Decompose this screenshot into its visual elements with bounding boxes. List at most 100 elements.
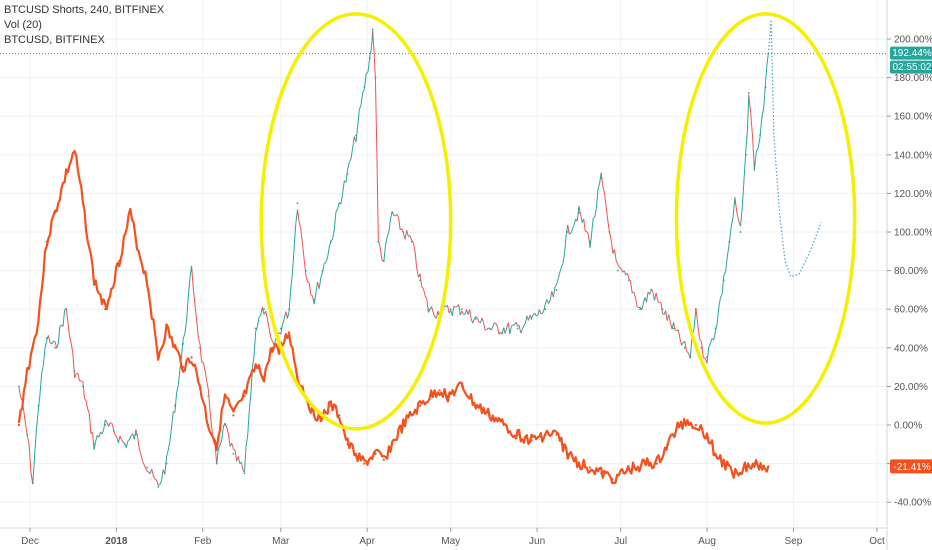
shorts-series-point	[174, 404, 176, 407]
shorts-series-segment	[554, 283, 558, 288]
price-axis-label: 0.00%	[894, 421, 922, 432]
time-axis-label: Dec	[21, 536, 39, 547]
shorts-series-segment	[652, 292, 655, 301]
btcusd-series-point	[474, 404, 477, 407]
shorts-series-point	[123, 443, 126, 446]
shorts-series-segment	[416, 267, 419, 278]
btcusd-series-point	[296, 375, 299, 378]
shorts-series-point	[254, 327, 257, 330]
btcusd-series-point	[363, 462, 366, 465]
shorts-series-segment	[219, 440, 223, 446]
shorts-series-segment	[518, 325, 522, 334]
shorts-series-segment	[44, 340, 48, 349]
btcusd-series-point	[329, 404, 332, 407]
shorts-series-segment	[169, 427, 172, 442]
shorts-series-point	[232, 453, 235, 455]
shorts-series-segment	[186, 296, 189, 321]
shorts-series-segment	[85, 400, 89, 410]
shorts-series-segment	[231, 442, 234, 450]
btcusd-series-point	[17, 423, 20, 427]
shorts-series-point	[304, 269, 307, 272]
shorts-series-segment	[204, 370, 208, 381]
shorts-series-segment	[158, 484, 160, 486]
shorts-series-segment	[537, 309, 540, 316]
shorts-series-point	[402, 231, 405, 233]
shorts-series-segment	[740, 206, 743, 227]
btcusd-series-point	[254, 366, 257, 369]
shorts-series-segment	[252, 355, 255, 368]
shorts-series-segment	[546, 299, 550, 304]
shorts-series-point	[683, 346, 686, 349]
btcusd-series-point	[215, 443, 218, 446]
shorts-series-point	[207, 395, 210, 397]
btcusd-series-point	[566, 452, 569, 455]
shorts-series-segment	[538, 309, 542, 314]
btcusd-series-point	[157, 356, 160, 359]
legend-volume-indicator[interactable]: Vol (20)	[4, 19, 42, 31]
shorts-series-segment	[597, 183, 601, 190]
shorts-series-segment	[62, 310, 66, 327]
shorts-series-segment	[217, 444, 221, 450]
shorts-series-segment	[476, 317, 480, 322]
shorts-series-segment	[192, 288, 196, 305]
shorts-series-point	[628, 279, 630, 282]
shorts-series-segment	[332, 229, 335, 240]
shorts-series-segment	[602, 186, 605, 194]
shorts-series-segment	[494, 322, 497, 324]
price-axis-label: 140.00%	[894, 150, 932, 161]
shorts-series-segment	[87, 408, 90, 414]
shorts-series-segment	[573, 219, 577, 225]
shorts-series-segment	[524, 315, 528, 324]
shorts-series-point	[617, 269, 619, 272]
shorts-series-point	[410, 240, 413, 243]
shorts-series-segment	[576, 205, 580, 222]
shorts-series-segment	[59, 324, 62, 327]
time-axis-label: Apr	[359, 536, 375, 547]
shorts-series-segment	[369, 49, 372, 56]
shorts-series-segment	[714, 323, 718, 332]
btcusd-series-point	[137, 250, 140, 253]
shorts-series-point	[279, 327, 282, 330]
shorts-value-badge-background	[890, 46, 932, 60]
shorts-series-segment	[461, 310, 464, 315]
legend-main-symbol[interactable]: BTCUSD Shorts, 240, BITFINEX	[4, 4, 165, 16]
shorts-series	[18, 28, 770, 488]
shorts-series-point	[243, 472, 246, 475]
shorts-series-segment	[507, 322, 511, 334]
shorts-series-segment	[578, 205, 581, 215]
shorts-series-segment	[320, 272, 323, 278]
shorts-series-segment	[327, 247, 330, 258]
shorts-series-segment	[453, 305, 456, 308]
shorts-series-segment	[572, 224, 575, 229]
shorts-series-point	[639, 308, 642, 311]
shorts-series-segment	[466, 309, 469, 315]
shorts-series-segment	[28, 444, 32, 473]
shorts-series-segment	[620, 268, 624, 273]
shorts-series-segment	[633, 291, 636, 298]
shorts-series-segment	[609, 232, 612, 241]
shorts-series-segment	[57, 325, 61, 344]
shorts-series-segment	[654, 292, 657, 301]
shorts-series-segment	[531, 314, 534, 319]
price-axis-label: 20.00%	[894, 382, 928, 393]
shorts-series-point	[338, 202, 341, 205]
shorts-series-segment	[209, 410, 213, 428]
shorts-series-segment	[412, 242, 416, 252]
shorts-series-segment	[504, 327, 508, 334]
shorts-series-segment	[569, 232, 572, 235]
shorts-series-segment	[716, 307, 720, 325]
shorts-series-segment	[511, 324, 514, 327]
projection-path	[767, 19, 822, 278]
shorts-series-segment	[266, 318, 270, 329]
shorts-series-point	[377, 240, 380, 243]
time-axis[interactable]: Dec 2018 Feb Mar Apr May Jun Jul Aug Sep Oct	[0, 527, 887, 547]
shorts-series-segment	[260, 306, 263, 316]
legend-compare-symbol[interactable]: BTCUSD, BITFINEX	[4, 34, 105, 46]
shorts-series-segment	[181, 338, 184, 356]
shorts-series-segment	[375, 82, 378, 156]
shorts-series-segment	[753, 151, 757, 171]
price-axis-label: 100.00%	[894, 228, 932, 239]
shorts-series-segment	[619, 266, 622, 269]
shorts-series-segment	[350, 148, 354, 160]
